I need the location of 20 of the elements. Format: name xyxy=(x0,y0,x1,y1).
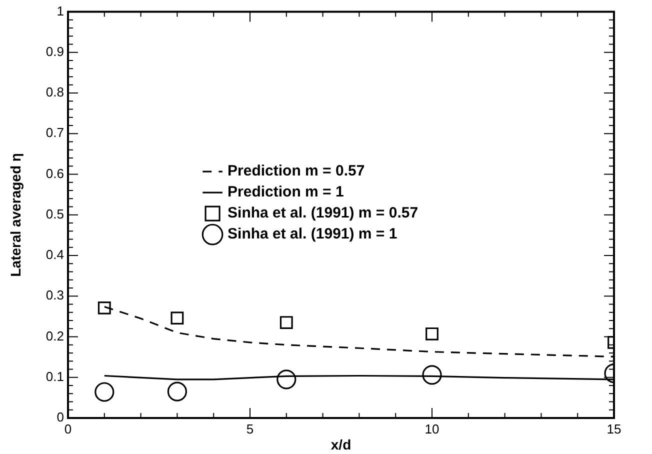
y-tick-label: 0.6 xyxy=(46,166,64,181)
x-tick-label: 10 xyxy=(424,421,440,436)
legend-label: Sinha et al. (1991) m = 1 xyxy=(228,226,398,243)
y-tick-label: 0.2 xyxy=(46,328,64,344)
y-tick-label: 0.1 xyxy=(46,368,64,384)
y-tick-label: 0.4 xyxy=(46,247,64,262)
x-tick-label: 5 xyxy=(246,421,254,436)
legend-label: Prediction m = 0.57 xyxy=(228,162,365,180)
y-axis-title: Lateral averaged η xyxy=(7,153,24,277)
legend-label: Sinha et al. (1991) m = 0.57 xyxy=(228,204,418,222)
y-tick-label: 0.5 xyxy=(46,206,64,222)
x-axis-title: x/d xyxy=(330,436,352,452)
y-tick-label: 0 xyxy=(56,410,64,425)
legend-label: Prediction m = 1 xyxy=(228,184,344,201)
y-tick-label: 0.9 xyxy=(46,44,64,59)
y-tick-label: 1 xyxy=(56,3,64,18)
y-tick-label: 0.7 xyxy=(46,125,64,140)
y-tick-label: 0.3 xyxy=(46,288,64,303)
x-tick-label: 15 xyxy=(606,421,622,436)
y-tick-label: 0.8 xyxy=(46,84,64,100)
